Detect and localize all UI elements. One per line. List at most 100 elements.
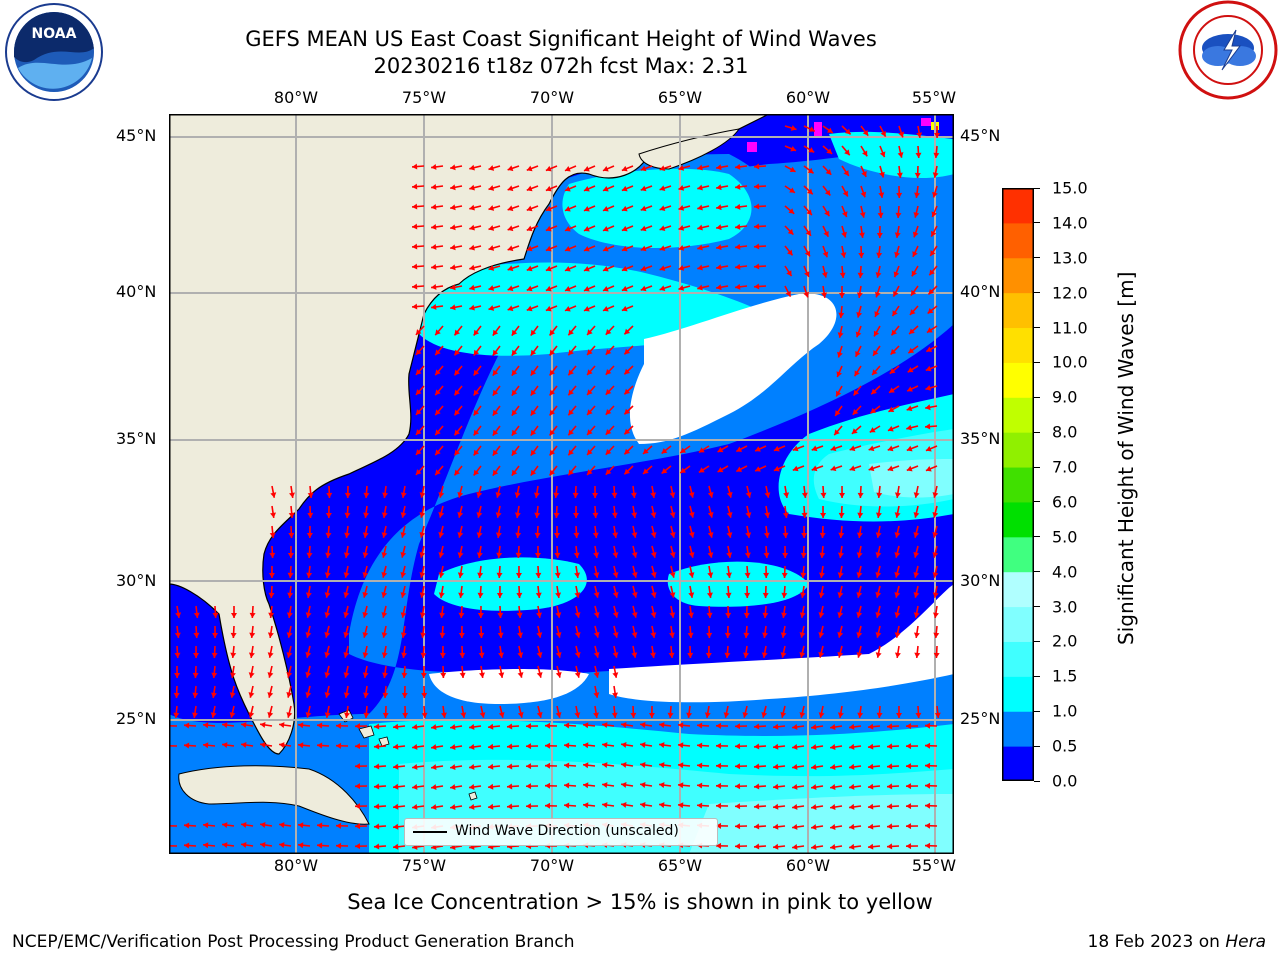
wave-direction-arrowhead bbox=[868, 803, 874, 810]
wave-direction-arrowhead bbox=[431, 804, 437, 811]
wave-direction-arrowhead bbox=[754, 783, 760, 790]
wave-direction-arrowhead bbox=[868, 743, 874, 750]
wave-direction-arrowhead bbox=[781, 612, 787, 618]
wave-direction-arrowhead bbox=[305, 652, 312, 658]
wave-direction-arrowhead bbox=[862, 129, 869, 136]
wave-direction-arrowhead bbox=[324, 612, 331, 618]
wave-direction-arrowhead bbox=[811, 465, 818, 472]
wave-direction-arrowhead bbox=[469, 304, 475, 311]
wave-direction-arrowhead bbox=[454, 449, 460, 456]
colorbar-bin bbox=[1002, 327, 1034, 363]
wave-direction-arrowhead bbox=[459, 672, 466, 678]
wave-direction-arrowhead bbox=[184, 742, 190, 749]
wave-direction-arrowhead bbox=[488, 723, 494, 730]
wave-direction-arrowhead bbox=[716, 184, 722, 191]
wave-direction-arrowhead bbox=[926, 346, 933, 352]
wave-direction-arrowhead bbox=[669, 572, 676, 578]
wave-direction-arrowhead bbox=[268, 592, 275, 598]
wave-direction-arrowhead bbox=[592, 532, 599, 538]
wave-direction-arrowhead bbox=[889, 387, 895, 393]
wave-direction-arrowhead bbox=[269, 552, 276, 558]
wave-direction-arrowhead bbox=[526, 245, 533, 252]
wave-direction-arrowhead bbox=[716, 204, 722, 211]
wave-direction-arrowhead bbox=[415, 469, 422, 475]
wave-direction-arrowhead bbox=[650, 512, 657, 518]
wave-direction-arrowhead bbox=[602, 205, 609, 212]
wave-direction-arrowhead bbox=[880, 130, 886, 137]
wave-direction-arrowhead bbox=[583, 286, 590, 292]
wave-direction-arrowhead bbox=[374, 743, 380, 750]
wave-direction-arrowhead bbox=[688, 512, 695, 518]
wave-direction-arrowhead bbox=[415, 369, 422, 375]
colorbar-bin bbox=[1002, 362, 1034, 398]
wave-direction-arrowhead bbox=[839, 492, 846, 498]
wave-direction-arrowhead bbox=[469, 284, 475, 291]
wave-direction-arrowhead bbox=[659, 165, 666, 172]
wave-direction-arrowhead bbox=[564, 782, 570, 789]
wave-direction-arrowhead bbox=[913, 532, 920, 538]
wave-direction-arrowhead bbox=[420, 652, 427, 658]
wave-direction-arrowhead bbox=[869, 427, 876, 433]
wave-direction-arrowhead bbox=[782, 532, 789, 538]
wave-direction-arrowhead bbox=[174, 672, 181, 678]
wave-direction-arrowhead bbox=[324, 652, 331, 658]
wave-direction-arrowhead bbox=[450, 744, 456, 750]
wave-direction-arrowhead bbox=[820, 512, 827, 518]
wave-direction-arrowhead bbox=[469, 763, 475, 770]
wave-direction-arrowhead bbox=[568, 409, 574, 416]
wave-direction-arrowhead bbox=[726, 492, 733, 498]
wave-direction-arrowhead bbox=[336, 742, 342, 749]
wave-direction-arrowhead bbox=[680, 447, 687, 453]
wave-direction-arrowhead bbox=[925, 385, 932, 391]
wave-direction-arrowhead bbox=[574, 572, 581, 578]
wave-direction-arrowhead bbox=[868, 763, 874, 770]
wave-direction-arrowhead bbox=[706, 612, 713, 618]
wave-direction-arrowhead bbox=[878, 192, 885, 198]
wave-direction-arrowhead bbox=[631, 512, 638, 518]
colorbar-tick-mark bbox=[1034, 222, 1040, 224]
wave-direction-arrowhead bbox=[381, 552, 388, 558]
wave-direction-arrowhead bbox=[305, 592, 312, 598]
wave-direction-arrowhead bbox=[457, 512, 464, 518]
wave-direction-arrowhead bbox=[492, 449, 499, 456]
wave-direction-arrowhead bbox=[932, 532, 939, 538]
colorbar-tick-mark bbox=[1034, 257, 1040, 259]
wave-direction-arrowhead bbox=[879, 151, 886, 158]
wave-direction-arrowhead bbox=[458, 632, 465, 638]
wave-direction-arrowhead bbox=[837, 652, 844, 658]
wave-direction-arrowhead bbox=[790, 145, 797, 152]
colorbar-tick-label: 0.5 bbox=[1052, 736, 1078, 756]
wave-direction-arrowhead bbox=[381, 652, 388, 658]
wave-direction-arrowhead bbox=[496, 552, 503, 558]
wave-direction-arrowhead bbox=[621, 245, 628, 252]
wave-direction-arrowhead bbox=[773, 843, 779, 850]
wave-direction-arrowhead bbox=[495, 532, 502, 538]
wave-direction-arrowhead bbox=[306, 572, 313, 578]
lon-label-bottom: 65°W bbox=[657, 856, 703, 875]
wave-direction-arrowhead bbox=[856, 572, 863, 578]
wave-direction-arrowhead bbox=[688, 492, 695, 498]
wave-direction-arrowhead bbox=[526, 305, 533, 312]
wave-direction-arrowhead bbox=[469, 264, 475, 271]
wave-direction-arrowhead bbox=[545, 305, 552, 312]
wave-direction-arrowhead bbox=[808, 126, 815, 132]
wave-direction-arrowhead bbox=[849, 843, 855, 850]
wave-direction-arrowhead bbox=[716, 842, 722, 849]
wave-direction-arrowhead bbox=[583, 226, 590, 232]
wave-direction-arrowhead bbox=[854, 370, 860, 377]
wave-direction-arrowhead bbox=[605, 469, 612, 475]
wave-direction-arrowhead bbox=[363, 492, 370, 498]
wave-direction-arrowhead bbox=[830, 445, 837, 452]
wave-direction-arrowhead bbox=[754, 163, 760, 170]
wave-direction-arrowhead bbox=[516, 592, 523, 598]
wave-direction-arrowhead bbox=[568, 469, 574, 476]
wave-direction-arrowhead bbox=[203, 822, 209, 829]
wave-direction-arrowhead bbox=[488, 245, 495, 251]
wave-direction-arrowhead bbox=[879, 171, 885, 178]
wave-direction-arrowhead bbox=[530, 369, 537, 376]
wave-direction-arrowhead bbox=[819, 532, 826, 538]
wave-direction-arrowhead bbox=[412, 743, 418, 750]
wave-direction-arrowhead bbox=[498, 652, 504, 658]
title-line-1: GEFS MEAN US East Coast Significant Heig… bbox=[245, 27, 877, 51]
wave-direction-arrowhead bbox=[837, 712, 844, 718]
